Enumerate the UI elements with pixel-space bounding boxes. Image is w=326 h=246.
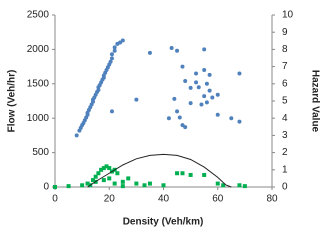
y2-tick-label: 3 [282,130,288,141]
point [237,119,242,124]
point [215,112,220,117]
point [204,100,209,105]
point [237,183,242,188]
y2-tick-label: 9 [282,27,288,38]
point [107,166,112,171]
point [66,184,71,189]
point [242,184,247,189]
point [120,179,125,184]
point [90,178,95,183]
point [118,40,123,45]
point [126,176,131,181]
y2-tick-label: 0 [282,182,288,193]
point [215,181,220,186]
point [112,45,117,50]
y2-tick-label: 1 [282,164,288,175]
point [109,109,114,114]
point [202,172,207,177]
point [108,59,113,64]
y2-tick-label: 6 [282,78,288,89]
y2-tick-label: 2 [282,147,288,158]
y-tick-label: 1500 [27,78,50,89]
point [147,181,152,186]
point [204,81,209,86]
point [134,97,139,102]
point [194,71,199,76]
y2-axis-title: Hazard Value [309,70,320,133]
point [188,172,193,177]
point [177,115,182,120]
x-tick-label: 0 [52,194,58,205]
point [166,116,171,121]
point [109,56,114,61]
point [202,68,207,73]
y-tick-label: 500 [32,147,49,158]
point [180,64,185,69]
x-tick-label: 80 [266,194,278,205]
point [196,85,201,90]
point [80,183,85,188]
point [194,80,199,85]
x-tick-label: 60 [212,194,224,205]
y2-tick-label: 10 [282,10,294,21]
point [142,183,147,188]
point [229,116,234,121]
x-axis-title: Density (Veh/km) [123,217,204,228]
y2-tick-label: 7 [282,61,288,72]
point [134,181,139,186]
x-tick-label: 40 [158,194,170,205]
point [188,101,193,106]
point [120,38,125,43]
point [215,92,220,97]
point [120,184,125,189]
point [99,167,104,172]
point [101,178,106,183]
point [207,88,212,93]
point [237,71,242,76]
point [180,123,185,128]
point [175,171,180,176]
y-axis-title: Flow (Veh/hr) [7,70,18,133]
curve [87,153,232,188]
y2-tick-label: 8 [282,44,288,55]
point [183,125,188,130]
point [115,171,120,176]
point [96,171,101,176]
point [175,109,180,114]
point [112,48,117,53]
y-tick-label: 2000 [27,44,50,55]
point [207,72,212,77]
point [175,48,180,53]
point [180,171,185,176]
point [202,47,207,52]
point [188,85,193,90]
point [210,95,215,100]
point [147,50,152,55]
x-tick-label: 20 [104,194,116,205]
y-tick-label: 1000 [27,113,50,124]
y2-tick-label: 5 [282,96,288,107]
point [109,52,114,57]
point [161,183,166,188]
point [74,133,79,138]
point [172,96,177,101]
point [107,176,112,181]
point [93,174,98,179]
y-tick-label: 0 [43,182,49,193]
point [199,102,204,107]
point [202,94,207,99]
point [183,79,188,84]
point [101,166,106,171]
point [112,181,117,186]
point [221,183,226,188]
point [169,46,174,51]
point [96,87,101,92]
point [104,164,109,169]
y-tick-label: 2500 [27,10,50,21]
point [53,185,57,189]
y2-tick-label: 4 [282,113,288,124]
point [85,181,90,186]
